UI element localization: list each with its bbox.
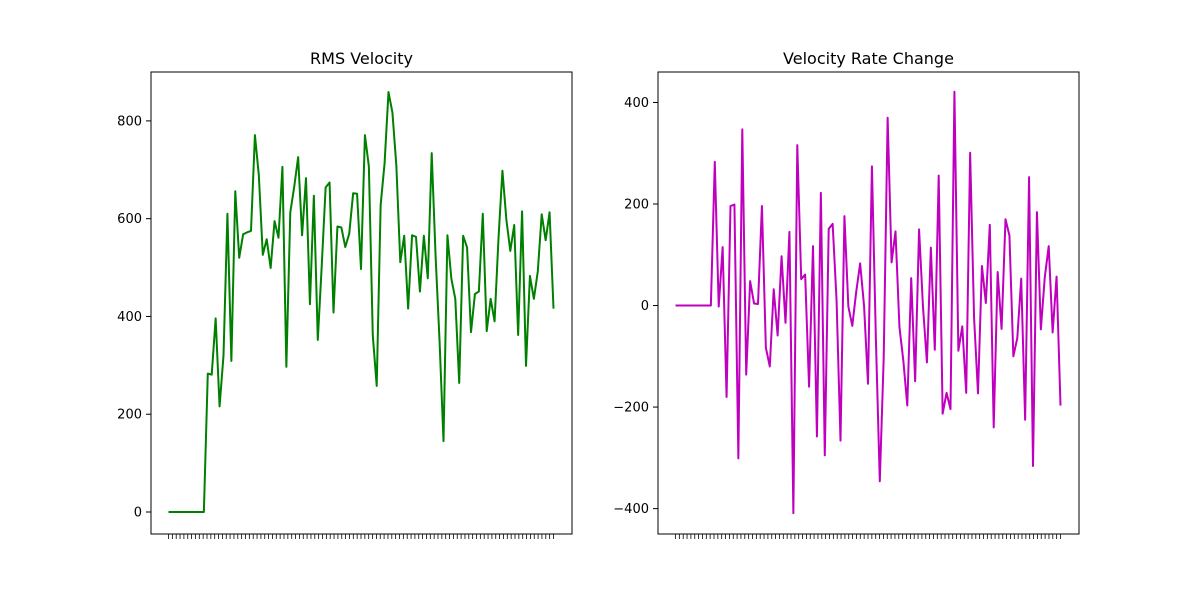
y-tick-label: 200 bbox=[117, 408, 142, 423]
y-tick-label: 600 bbox=[117, 212, 142, 227]
chart-title: RMS Velocity bbox=[310, 49, 413, 68]
chart-title: Velocity Rate Change bbox=[783, 49, 954, 68]
chart-velocity-rate-change: Velocity Rate Change −400 −200 0 200 400 bbox=[613, 49, 1080, 539]
y-tick-label: 0 bbox=[641, 299, 649, 314]
y-axis: −400 −200 0 200 400 bbox=[613, 96, 658, 517]
chart-rms-velocity: RMS Velocity 0 200 400 600 800 bbox=[117, 49, 573, 539]
y-tick-label: 400 bbox=[117, 310, 142, 325]
x-axis bbox=[168, 534, 554, 539]
y-tick-label: 200 bbox=[624, 198, 649, 213]
plot-frame bbox=[657, 71, 1080, 535]
y-tick-label: 400 bbox=[624, 96, 649, 111]
velocity-rate-change-line bbox=[675, 90, 1062, 515]
rms-velocity-line bbox=[168, 91, 555, 513]
y-tick-label: −400 bbox=[613, 502, 649, 517]
y-tick-label: 0 bbox=[134, 506, 142, 521]
plot-frame bbox=[150, 71, 573, 535]
y-tick-label: 800 bbox=[117, 114, 142, 129]
y-axis: 0 200 400 600 800 bbox=[117, 114, 151, 521]
y-tick-label: −200 bbox=[613, 401, 649, 416]
x-axis bbox=[675, 534, 1061, 539]
